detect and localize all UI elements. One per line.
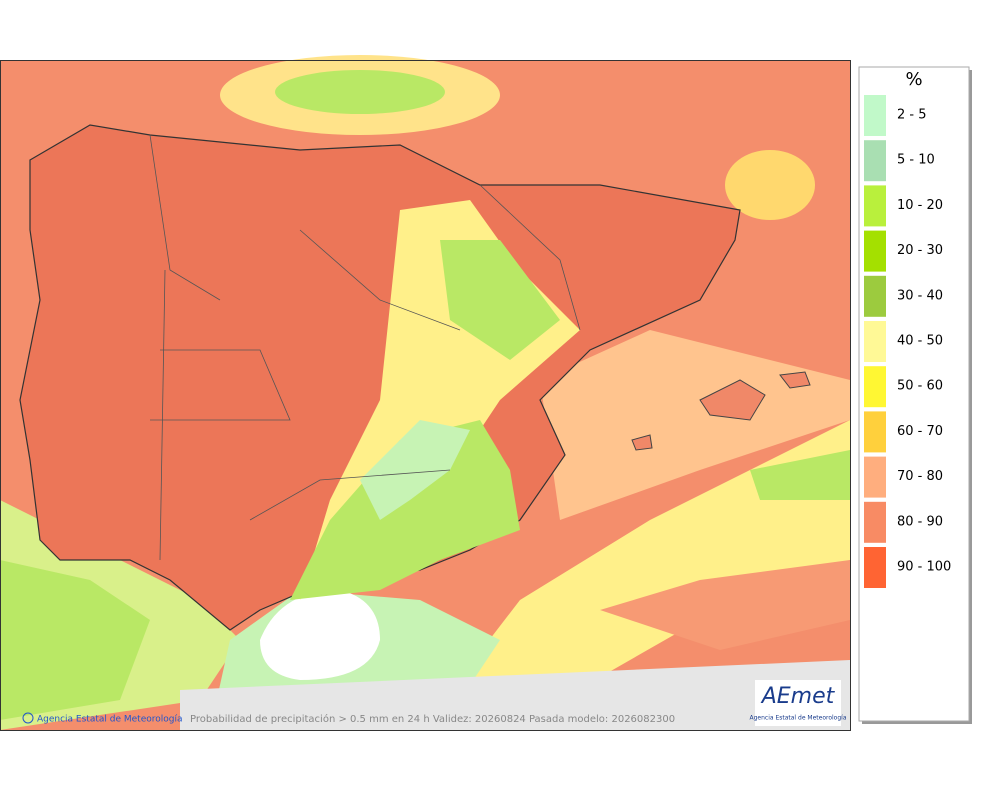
legend-swatch — [864, 321, 886, 362]
legend-swatch — [864, 275, 886, 317]
island — [779, 371, 811, 389]
precip-area — [0, 560, 150, 720]
legend-swatch — [864, 230, 886, 272]
legend: % 2 - 5 5 - 10 10 - 20 20 - 30 30 - 40 40 - 5… — [858, 66, 972, 724]
credit: Agencia Estatal de Meteorología — [37, 715, 183, 725]
legend-label: 90 - 100 — [897, 560, 951, 575]
map: Agencia Estatal de Meteorología Probabil… — [0, 55, 851, 731]
precip-area — [750, 450, 850, 500]
precip-area — [290, 420, 520, 600]
legend-label: 30 - 40 — [897, 288, 943, 303]
legend-swatch — [864, 185, 886, 227]
logo-subtitle: Agencia Estatal de Meteorología — [750, 715, 847, 722]
legend-swatch — [864, 547, 886, 588]
border — [149, 134, 581, 561]
precip-area — [275, 70, 445, 114]
legend-label: 2 - 5 — [897, 108, 927, 123]
legend-label: 60 - 70 — [897, 424, 943, 439]
map-frame — [0, 60, 851, 731]
legend-swatch — [864, 95, 886, 136]
legend-swatch — [864, 501, 886, 543]
precip-area — [420, 420, 850, 730]
legend-swatch — [864, 366, 886, 408]
no-data-area — [260, 590, 380, 680]
legend-label: 10 - 20 — [897, 198, 943, 213]
caption: Probabilidad de precipitación > 0.5 mm e… — [190, 713, 675, 725]
legend-swatch — [864, 411, 886, 453]
legend-label: 50 - 60 — [897, 379, 943, 394]
island — [631, 434, 653, 451]
logo-box — [755, 680, 841, 726]
precip-area — [540, 330, 850, 520]
legend-swatch — [864, 140, 886, 182]
credit-icon — [22, 712, 34, 724]
precip-area — [725, 150, 815, 220]
legend-label: 80 - 90 — [897, 514, 943, 529]
legend-label: 20 - 30 — [897, 243, 943, 258]
precip-area — [360, 420, 470, 520]
legend-label: 70 - 80 — [897, 469, 943, 484]
land-africa — [180, 660, 850, 730]
island — [699, 379, 766, 421]
precip-area — [440, 240, 560, 360]
logo: AEmet — [760, 684, 836, 709]
legend-swatch — [864, 456, 886, 498]
precip-area — [600, 560, 850, 650]
legend-title: % — [905, 69, 922, 90]
legend-label: 5 - 10 — [897, 153, 935, 168]
legend-label: 40 - 50 — [897, 334, 943, 349]
